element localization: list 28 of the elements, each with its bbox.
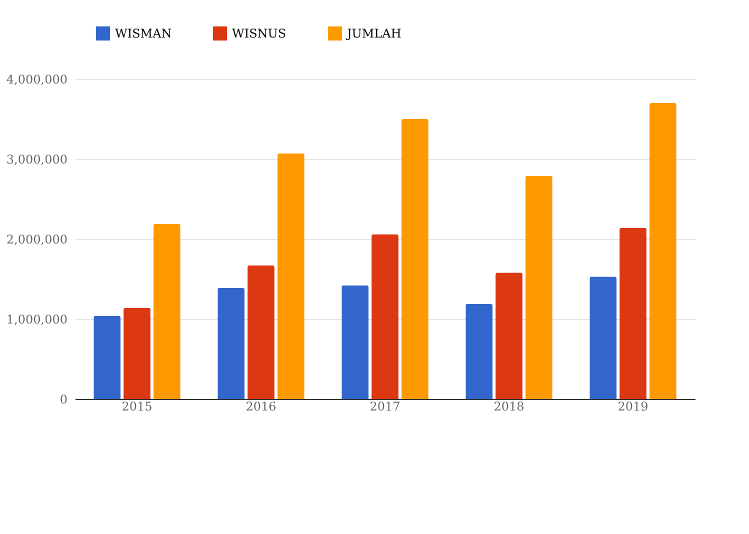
bar	[525, 176, 552, 399]
bar	[620, 228, 646, 399]
bar	[248, 265, 274, 399]
x-tick-label: 2017	[370, 400, 400, 414]
bar	[153, 224, 180, 399]
x-tick-label: 2015	[122, 400, 152, 414]
y-tick-label: 4,000,000	[6, 72, 68, 86]
y-tick-label: 0	[60, 392, 68, 406]
y-tick-label: 2,000,000	[6, 232, 68, 246]
bar	[649, 103, 676, 399]
bar	[401, 119, 428, 399]
bar	[124, 308, 150, 399]
bar	[590, 276, 617, 399]
legend-label: WISMAN	[115, 26, 172, 40]
x-tick-label: 2018	[494, 400, 524, 414]
bar	[94, 316, 121, 399]
x-tick-label: 2016	[246, 400, 276, 414]
bar	[466, 304, 493, 399]
legend-label: JUMLAH	[345, 26, 402, 40]
bar	[218, 288, 245, 399]
legend-label: WISNUS	[232, 26, 286, 40]
y-tick-label: 3,000,000	[6, 152, 68, 166]
y-tick-label: 1,000,000	[6, 312, 68, 326]
bar	[277, 153, 304, 399]
x-tick-label: 2019	[618, 400, 648, 414]
bar	[342, 285, 369, 399]
bar	[372, 234, 398, 399]
bar	[496, 272, 522, 399]
